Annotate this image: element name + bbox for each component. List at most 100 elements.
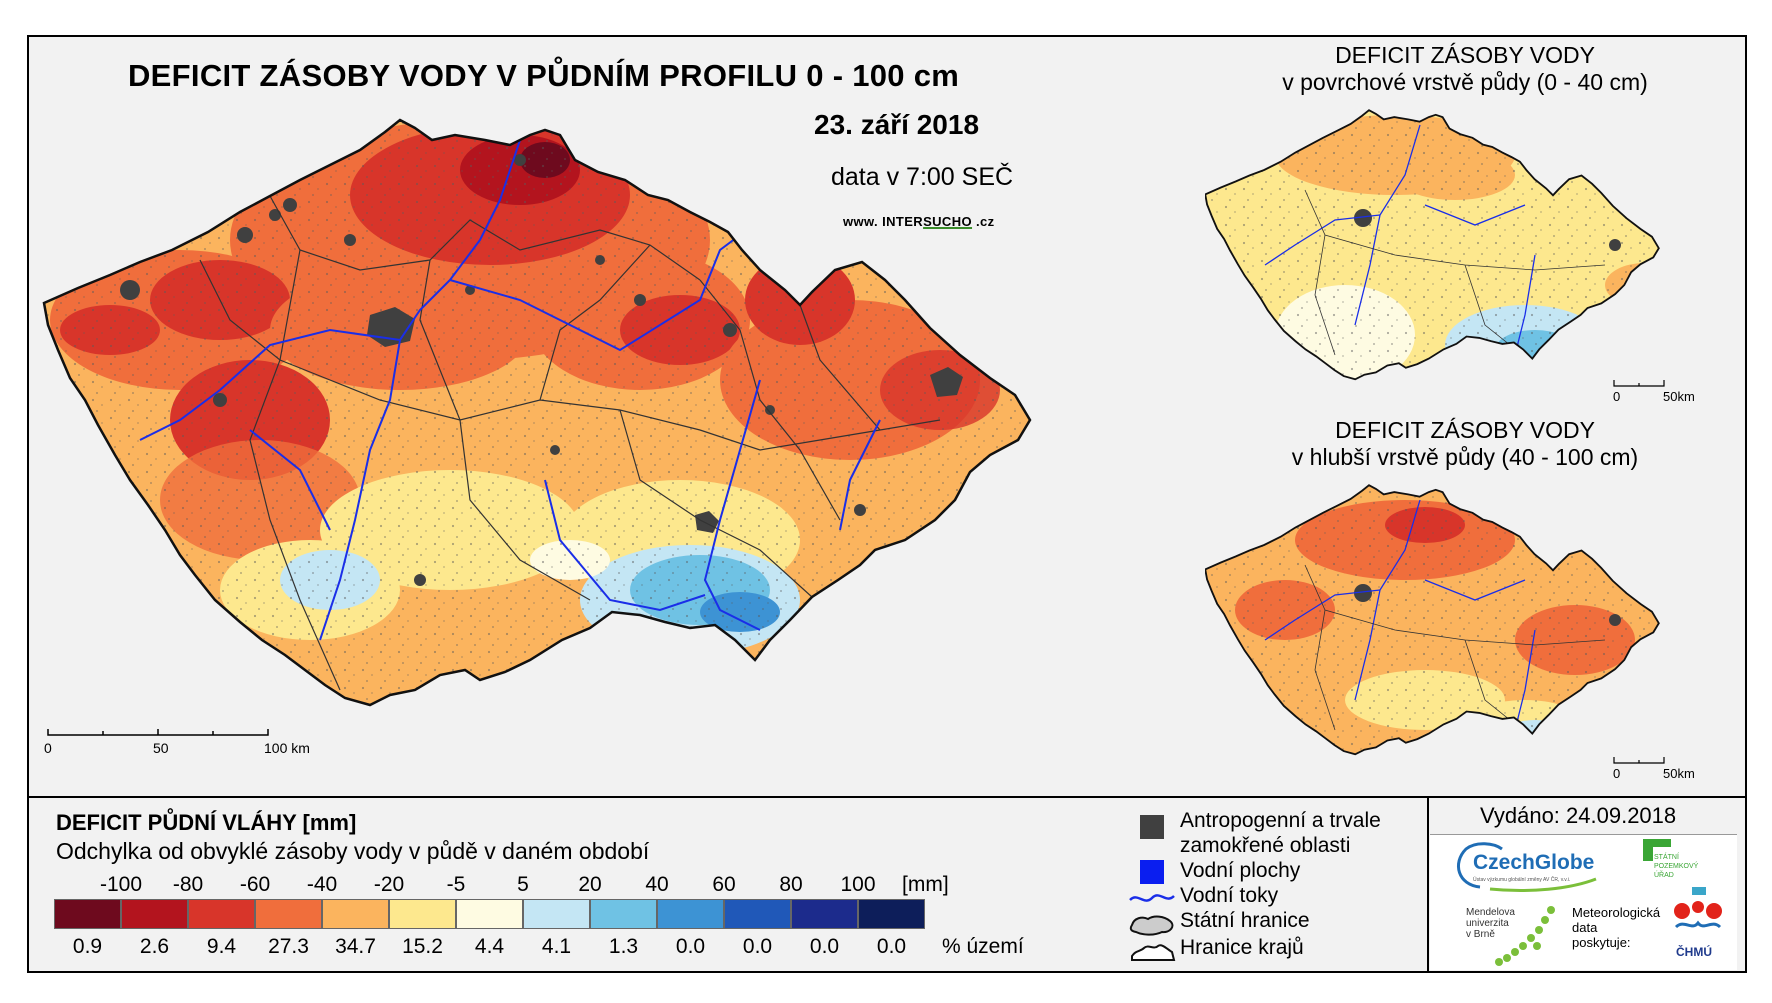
inset-top-title-line2: v povrchové vrstvě půdy (0 - 40 cm): [1282, 69, 1648, 95]
scale-label-100: 100 km: [264, 740, 310, 756]
river-symbol-icon: [1129, 894, 1175, 902]
spu-logo-icon: [1643, 839, 1671, 861]
data-time: data v 7:00 SEČ: [831, 163, 1014, 191]
legend-divider: [27, 796, 1747, 798]
legend-subtitle: Odchylka od obvyklé zásoby vody v půdě v…: [56, 838, 650, 864]
legend-percent-value: 0.9: [72, 935, 103, 958]
mendel-line2: univerzita: [1466, 918, 1509, 929]
inset-top-map: [1205, 109, 1660, 381]
legend-tick-label: 40: [645, 873, 669, 896]
legend-swatch: [858, 899, 925, 929]
inset-bottom-map: [1205, 484, 1660, 756]
website-highlight: SUCHO: [923, 214, 973, 229]
inset-bottom-title-line1: DEFICIT ZÁSOBY VODY: [1335, 417, 1595, 443]
urban-label-line2: zamokřené oblasti: [1180, 834, 1351, 857]
legend-swatch: [456, 899, 523, 929]
line-symbols: [1129, 894, 1176, 961]
czechglobe-subtitle: Ústav výzkumu globální změny AV ČR, v.v.…: [1473, 877, 1571, 883]
urban-brno: [695, 511, 719, 533]
inset-top-scale-0: 0: [1613, 389, 1621, 404]
inset-bottom-title-line2: v hlubší vrstvě půdy (40 - 100 cm): [1291, 444, 1639, 470]
state-border-label: Státní hranice: [1180, 909, 1310, 932]
inset-bottom-title: DEFICIT ZÁSOBY VODY v hlubší vrstvě půdy…: [1190, 417, 1740, 471]
scale-label-50: 50: [153, 740, 169, 756]
meteo-line2: data: [1572, 920, 1598, 935]
meteo-line1: Meteorologická: [1572, 905, 1661, 920]
legend-swatch: [255, 899, 322, 929]
legend-tick-label: -60: [239, 873, 271, 896]
spu-line2: POZEMKOVÝ: [1654, 863, 1699, 870]
legend-percent-value: 2.6: [139, 935, 170, 958]
legend-unit: [mm]: [902, 873, 949, 896]
website-prefix: www. INTER: [843, 214, 924, 229]
rivers-label: Vodní toky: [1180, 884, 1279, 907]
region-border-icon: [1131, 944, 1176, 961]
main-scale-bar: [47, 729, 269, 736]
legend-vertical-divider: [1427, 796, 1429, 973]
inset-bottom-scale-0: 0: [1613, 766, 1621, 781]
legend-swatch: [322, 899, 389, 929]
legend-percent-value: 0.0: [742, 935, 773, 958]
legend-swatch: [389, 899, 456, 929]
scale-label-0: 0: [44, 740, 52, 756]
legend-title: DEFICIT PŮDNÍ VLÁHY [mm]: [56, 810, 357, 835]
mendel-logo: Mendelova univerzita v Brně: [1466, 907, 1515, 940]
legend-percent-value: 15.2: [402, 935, 443, 958]
czechglobe-logo-icon: [1457, 842, 1597, 893]
spu-logo: STÁTNÍ POZEMKOVÝ ÚŘAD: [1654, 853, 1698, 880]
legend-tick-label: -20: [373, 873, 405, 896]
legend-tick-label: 60: [712, 873, 736, 896]
legend-tick-label: -100: [99, 873, 143, 896]
meteo-line3: poskytuje:: [1572, 935, 1631, 950]
urban-area-swatch: [1140, 815, 1164, 839]
state-border-icon: [1129, 915, 1174, 936]
mendel-line3: v Brně: [1466, 929, 1495, 940]
urban-label-line1: Antropogenní a trvale: [1180, 809, 1381, 832]
website-link[interactable]: www. INTERSUCHO .cz: [843, 214, 995, 229]
legend-percent-value: 4.4: [474, 935, 505, 958]
inset-top-title: DEFICIT ZÁSOBY VODY v povrchové vrstvě p…: [1190, 42, 1740, 96]
legend-tick-label: 20: [578, 873, 602, 896]
legend-percent-value: 0.0: [675, 935, 706, 958]
legend-tick-label: 80: [779, 873, 803, 896]
water-body-swatch: [1140, 860, 1164, 884]
legend-percent-value: 34.7: [335, 935, 376, 958]
meteo-data-label: Meteorologická data poskytuje:: [1572, 905, 1660, 950]
legend-tick-label: 5: [517, 873, 529, 896]
mendel-dots-icon: [1495, 906, 1555, 966]
spu-line1: STÁTNÍ: [1654, 854, 1679, 861]
legend-swatch: [54, 899, 121, 929]
water-bodies-label: Vodní plochy: [1180, 859, 1301, 882]
legend-percent-value: 0.0: [809, 935, 840, 958]
inset-top-scale-bar: [1613, 380, 1665, 387]
legend-percent-value: 1.3: [608, 935, 639, 958]
legend-percent-unit: % území: [942, 935, 1024, 958]
legend-tick-label: -5: [446, 873, 466, 896]
legend-swatch: [523, 899, 590, 929]
legend-swatch: [121, 899, 188, 929]
logo-panel: CzechGlobe Ústav výzkumu globální změny …: [1430, 834, 1737, 970]
urban-ostrava: [930, 367, 963, 397]
legend-swatch: [657, 899, 724, 929]
legend-percent-value: 0.0: [876, 935, 907, 958]
inset-top-title-line1: DEFICIT ZÁSOBY VODY: [1335, 42, 1595, 68]
legend-swatch: [791, 899, 858, 929]
legend-percent-value: 27.3: [268, 935, 309, 958]
legend-percent-value: 9.4: [206, 935, 237, 958]
czechglobe-logo: CzechGlobe: [1473, 851, 1595, 874]
issued-date: Vydáno: 24.09.2018: [1480, 803, 1677, 828]
main-title: DEFICIT ZÁSOBY VODY V PŮDNÍM PROFILU 0 -…: [128, 58, 960, 93]
inset-bottom-scale-50: 50km: [1663, 766, 1695, 781]
legend-swatch: [724, 899, 791, 929]
inset-top-scale-50: 50km: [1663, 389, 1695, 404]
spu-line3: ÚŘAD: [1654, 872, 1674, 879]
legend-percent-value: 4.1: [541, 935, 572, 958]
chmu-logo-icon: [1674, 887, 1722, 929]
map-date: 23. září 2018: [814, 109, 980, 140]
mendel-line1: Mendelova: [1466, 907, 1515, 918]
legend-tick-label: -40: [306, 873, 338, 896]
region-border-label: Hranice krajů: [1180, 936, 1304, 959]
website-suffix: .cz: [972, 214, 995, 229]
inset-bottom-scale-bar: [1613, 757, 1665, 764]
